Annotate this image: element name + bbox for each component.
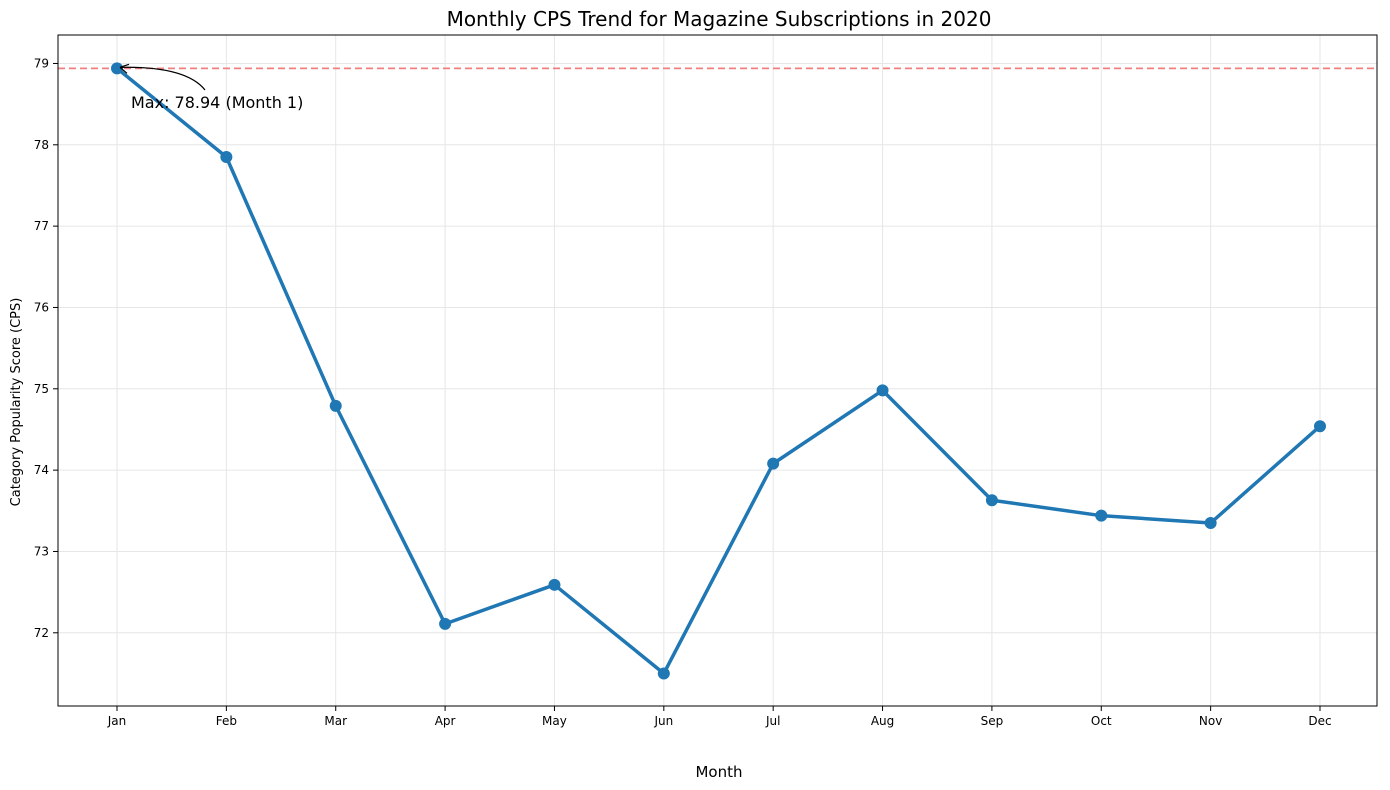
data-point-jan [111, 62, 123, 75]
data-point-sep [985, 494, 998, 507]
data-point-jun [657, 667, 670, 680]
y-tick-label: 73 [34, 544, 49, 558]
axes: Jan Feb Mar Apr May Jun Jul Aug Sep Oct Nov Dec 72 73… [34, 34, 1378, 728]
y-axis-label: Category Popularity Score (CPS) [9, 298, 24, 507]
data-point-apr [439, 617, 452, 630]
x-tick-label: Mar [324, 714, 347, 728]
data-point-may [548, 578, 561, 591]
series-line [115, 66, 1322, 676]
y-tick-label: 79 [34, 56, 49, 70]
chart-title: Monthly CPS Trend for Magazine Subscript… [447, 7, 992, 31]
annotation-group: Max: 78.94 (Month 1) [119, 63, 303, 112]
y-tick-label: 74 [34, 463, 49, 477]
y-tick-label: 75 [34, 382, 49, 396]
x-tick-label: Jul [765, 714, 780, 728]
x-tick-label: Aug [871, 714, 894, 728]
x-tick-label: May [542, 714, 567, 728]
y-tick-label: 72 [34, 626, 49, 640]
data-point-aug [876, 384, 889, 397]
x-tick-label: Jun [653, 714, 673, 728]
x-tick-label: Jan [107, 714, 127, 728]
x-tick-label: Dec [1308, 714, 1331, 728]
data-point-nov [1204, 517, 1217, 529]
data-point-oct [1095, 509, 1108, 522]
x-axis-label: Month [695, 763, 742, 781]
data-point-mar [329, 399, 342, 412]
plot-frame [57, 34, 1378, 707]
annotation-text: Max: 78.94 (Month 1) [131, 93, 303, 112]
y-tick-label: 77 [34, 219, 49, 233]
x-tick-label: Nov [1199, 714, 1222, 728]
x-tick-label: Feb [216, 714, 237, 728]
annotation-arrow [119, 66, 206, 91]
x-tick-label: Apr [435, 714, 456, 728]
grid [58, 35, 1377, 706]
y-tick-label: 78 [34, 138, 49, 152]
annotation-arrowhead [119, 63, 130, 74]
x-tick-label: Sep [981, 714, 1004, 728]
data-point-feb [220, 151, 233, 163]
data-point-dec [1314, 420, 1326, 433]
x-tick-label: Oct [1091, 714, 1112, 728]
series-group [111, 62, 1326, 680]
y-tick-label: 76 [34, 300, 49, 314]
data-point-jul [767, 457, 780, 470]
